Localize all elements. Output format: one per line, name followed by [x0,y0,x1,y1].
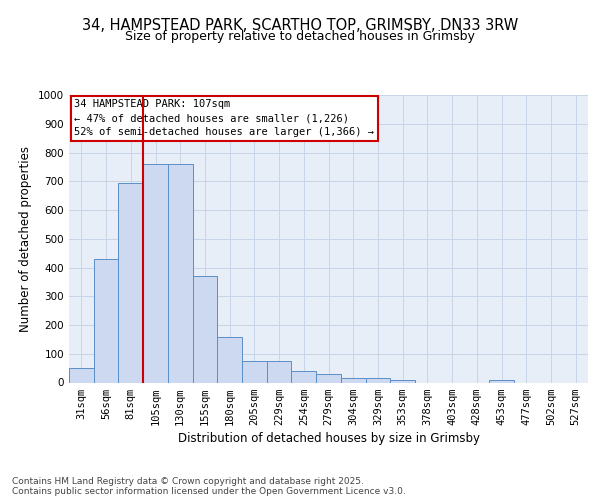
Bar [267,361,292,382]
Text: Contains HM Land Registry data © Crown copyright and database right 2025.
Contai: Contains HM Land Registry data © Crown c… [12,476,406,496]
Bar [242,361,267,382]
Bar [217,336,242,382]
Bar [193,276,217,382]
Bar [69,368,94,382]
Bar [168,164,193,382]
Text: 34, HAMPSTEAD PARK, SCARTHO TOP, GRIMSBY, DN33 3RW: 34, HAMPSTEAD PARK, SCARTHO TOP, GRIMSBY… [82,18,518,32]
Bar [292,371,316,382]
Text: Size of property relative to detached houses in Grimsby: Size of property relative to detached ho… [125,30,475,43]
Bar [489,380,514,382]
Bar [118,182,143,382]
X-axis label: Distribution of detached houses by size in Grimsby: Distribution of detached houses by size … [178,432,479,445]
Bar [365,378,390,382]
Y-axis label: Number of detached properties: Number of detached properties [19,146,32,332]
Bar [143,164,168,382]
Bar [316,374,341,382]
Bar [341,378,365,382]
Bar [94,259,118,382]
Bar [390,380,415,382]
Text: 34 HAMPSTEAD PARK: 107sqm
← 47% of detached houses are smaller (1,226)
52% of se: 34 HAMPSTEAD PARK: 107sqm ← 47% of detac… [74,100,374,138]
